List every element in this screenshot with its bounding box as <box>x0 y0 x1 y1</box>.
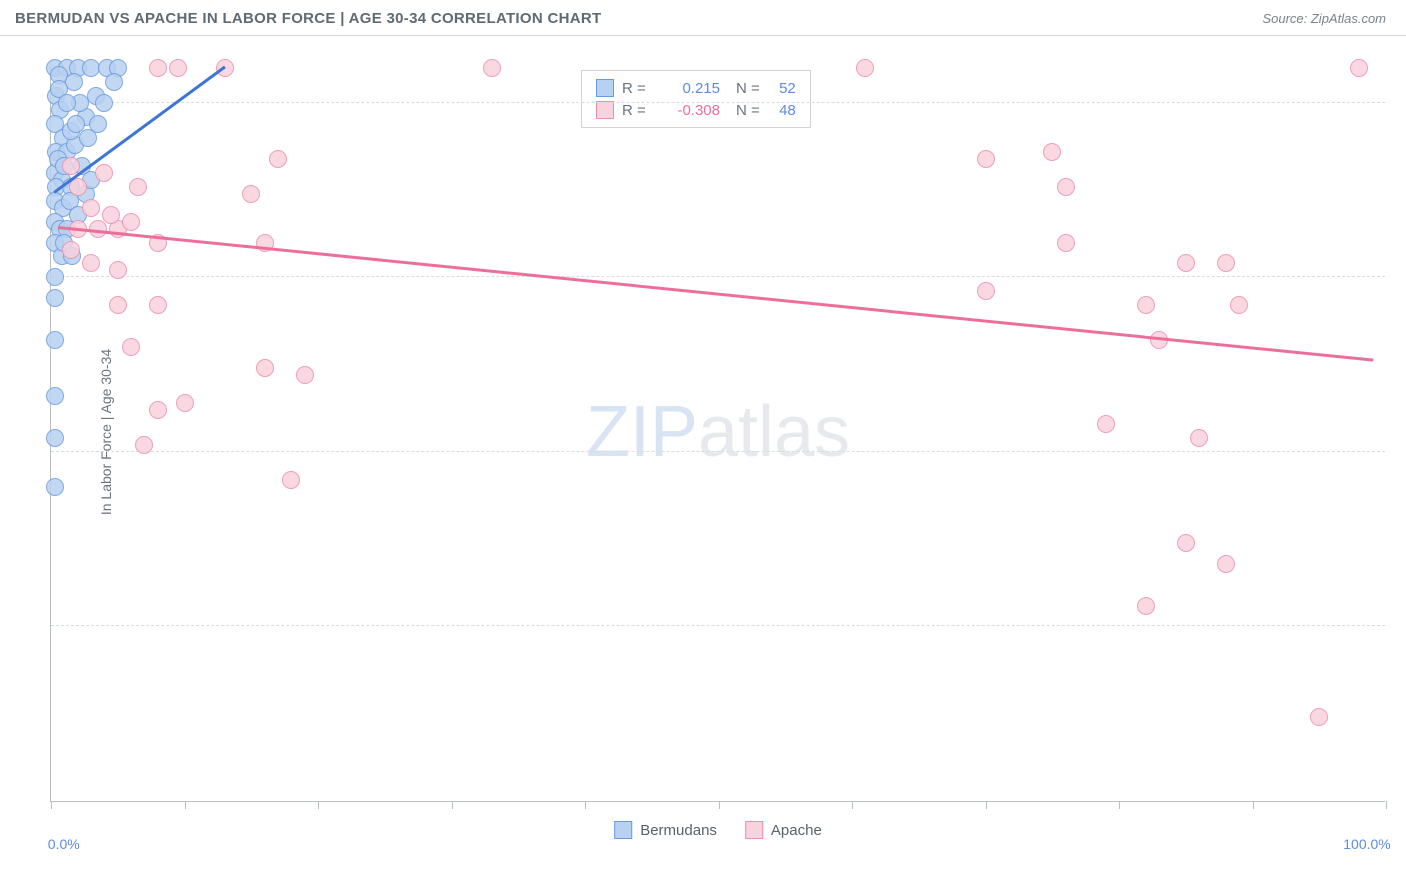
scatter-point <box>89 115 107 133</box>
watermark-atlas: atlas <box>698 392 850 472</box>
stats-n-label: N = <box>736 102 760 119</box>
scatter-point <box>242 185 260 203</box>
legend-swatch <box>745 821 763 839</box>
scatter-point <box>82 254 100 272</box>
legend-label: Apache <box>771 822 822 839</box>
x-tick <box>185 801 186 809</box>
scatter-point <box>122 213 140 231</box>
scatter-point <box>58 94 76 112</box>
scatter-point <box>109 261 127 279</box>
scatter-point <box>1217 254 1235 272</box>
stats-n-value: 52 <box>768 80 796 97</box>
scatter-point <box>176 394 194 412</box>
scatter-point <box>135 436 153 454</box>
scatter-point <box>1057 178 1075 196</box>
scatter-point <box>1097 415 1115 433</box>
scatter-point <box>977 282 995 300</box>
scatter-point <box>95 164 113 182</box>
scatter-point <box>62 241 80 259</box>
x-tick <box>1253 801 1254 809</box>
scatter-point <box>1057 234 1075 252</box>
scatter-point <box>149 296 167 314</box>
x-tick-label: 0.0% <box>48 836 80 852</box>
watermark-zip: ZIP <box>586 392 698 472</box>
x-tick-label: 100.0% <box>1343 836 1390 852</box>
scatter-point <box>122 338 140 356</box>
stats-row: R = 0.215 N = 52 <box>596 77 796 99</box>
legend-item: Bermudans <box>614 821 717 839</box>
stats-r-label: R = <box>622 102 650 119</box>
bottom-legend: Bermudans Apache <box>614 821 822 839</box>
scatter-point <box>1310 708 1328 726</box>
x-tick <box>852 801 853 809</box>
scatter-point <box>46 429 64 447</box>
scatter-point <box>296 366 314 384</box>
scatter-point <box>46 331 64 349</box>
scatter-point <box>977 150 995 168</box>
stats-r-value: -0.308 <box>658 102 720 119</box>
gridline <box>51 102 1385 103</box>
scatter-point <box>1177 254 1195 272</box>
scatter-point <box>1230 296 1248 314</box>
stats-n-label: N = <box>736 80 760 97</box>
gridline <box>51 625 1385 626</box>
legend-swatch <box>596 79 614 97</box>
scatter-point <box>269 150 287 168</box>
chart-header: BERMUDAN VS APACHE IN LABOR FORCE | AGE … <box>0 0 1406 36</box>
scatter-point <box>46 387 64 405</box>
x-tick <box>585 801 586 809</box>
legend-label: Bermudans <box>640 822 717 839</box>
scatter-point <box>1137 296 1155 314</box>
chart-plot-area: In Labor Force | Age 30-34 ZIPatlas R = 0… <box>50 62 1385 802</box>
scatter-point <box>1350 59 1368 77</box>
gridline <box>51 451 1385 452</box>
stats-legend-box: R = 0.215 N = 52 R = -0.308 N = 48 <box>581 70 811 128</box>
scatter-point <box>149 59 167 77</box>
stats-n-value: 48 <box>768 102 796 119</box>
scatter-point <box>46 289 64 307</box>
scatter-point <box>129 178 147 196</box>
scatter-point <box>82 199 100 217</box>
scatter-point <box>46 478 64 496</box>
scatter-point <box>1177 534 1195 552</box>
y-axis-title: In Labor Force | Age 30-34 <box>98 348 114 514</box>
scatter-point <box>1137 597 1155 615</box>
source-label: Source: ZipAtlas.com <box>1262 11 1386 26</box>
scatter-point <box>256 359 274 377</box>
watermark: ZIPatlas <box>586 391 850 473</box>
x-tick <box>719 801 720 809</box>
legend-swatch <box>614 821 632 839</box>
gridline <box>51 276 1385 277</box>
scatter-point <box>95 94 113 112</box>
trend-line <box>58 226 1373 361</box>
stats-r-label: R = <box>622 80 650 97</box>
x-tick <box>318 801 319 809</box>
scatter-point <box>169 59 187 77</box>
scatter-point <box>102 206 120 224</box>
scatter-point <box>1190 429 1208 447</box>
x-tick <box>1119 801 1120 809</box>
scatter-point <box>282 471 300 489</box>
x-tick <box>452 801 453 809</box>
legend-item: Apache <box>745 821 822 839</box>
x-tick <box>51 801 52 809</box>
scatter-point <box>149 401 167 419</box>
scatter-point <box>105 73 123 91</box>
x-tick <box>1386 801 1387 809</box>
scatter-point <box>109 296 127 314</box>
scatter-point <box>483 59 501 77</box>
chart-title: BERMUDAN VS APACHE IN LABOR FORCE | AGE … <box>15 10 601 27</box>
scatter-point <box>1217 555 1235 573</box>
scatter-point <box>1043 143 1061 161</box>
scatter-point <box>856 59 874 77</box>
scatter-point <box>46 268 64 286</box>
stats-r-value: 0.215 <box>658 80 720 97</box>
legend-swatch <box>596 101 614 119</box>
x-tick <box>986 801 987 809</box>
